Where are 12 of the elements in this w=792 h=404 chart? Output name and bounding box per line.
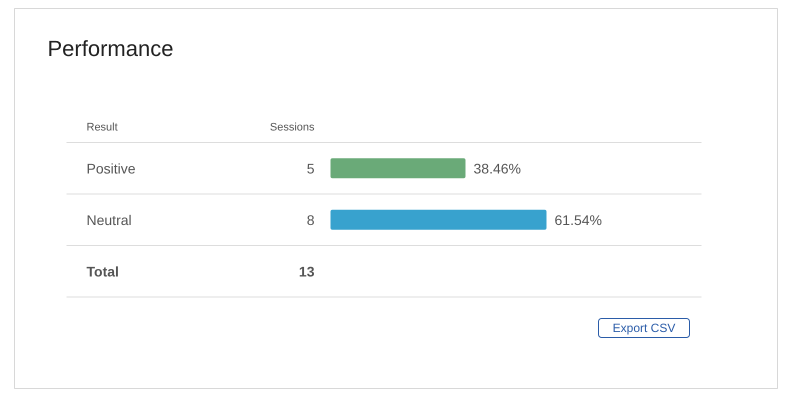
y-tick-label: Positive	[86, 160, 136, 176]
text: 5	[306, 160, 315, 176]
text: Sessions	[270, 122, 315, 134]
data-label: 38.46%	[473, 160, 521, 176]
text: Total	[86, 263, 119, 280]
data-label: 61.54%	[554, 212, 602, 228]
text: Result	[86, 122, 118, 134]
text: Export CSV	[612, 321, 676, 335]
text: Performance	[48, 36, 174, 61]
text: 13	[298, 263, 315, 280]
y-tick-label: Neutral	[86, 212, 132, 228]
text: 8	[306, 212, 315, 228]
